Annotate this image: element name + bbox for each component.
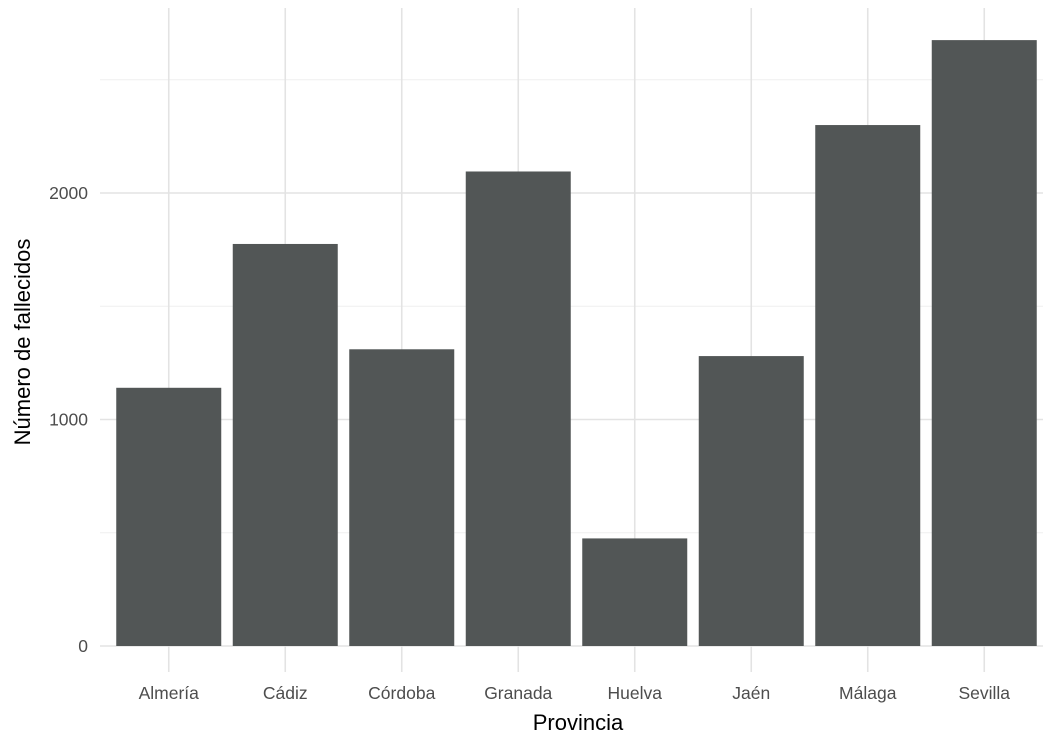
y-tick-label: 0 [78, 636, 88, 656]
x-tick-label: Málaga [839, 683, 897, 703]
x-tick-label: Sevilla [958, 683, 1010, 703]
bar-córdoba [349, 349, 455, 646]
bar-granada [465, 171, 571, 647]
x-tick-label: Granada [484, 683, 552, 703]
y-axis-title: Número de fallecidos [10, 239, 35, 446]
bar-málaga [815, 125, 921, 647]
bar-huelva [582, 538, 688, 646]
bar-cádiz [232, 243, 338, 646]
x-tick-label: Almería [139, 683, 200, 703]
x-tick-label: Huelva [608, 683, 663, 703]
bar-jaén [698, 356, 804, 646]
x-tick-label: Jaén [732, 683, 770, 703]
y-tick-label: 2000 [49, 183, 88, 203]
x-tick-label: Cádiz [263, 683, 308, 703]
x-axis-ticks: Almería Cádiz Córdoba Granada Huelva Jaén Mála… [139, 683, 1011, 703]
x-tick-label: Córdoba [368, 683, 435, 703]
bar-sevilla [931, 40, 1037, 647]
bar-almería [116, 387, 222, 646]
bars-layer [116, 40, 1037, 647]
y-axis-ticks: 0 1000 2000 [49, 183, 88, 656]
y-tick-label: 1000 [49, 410, 88, 430]
x-axis-title: Provincia [533, 710, 624, 735]
